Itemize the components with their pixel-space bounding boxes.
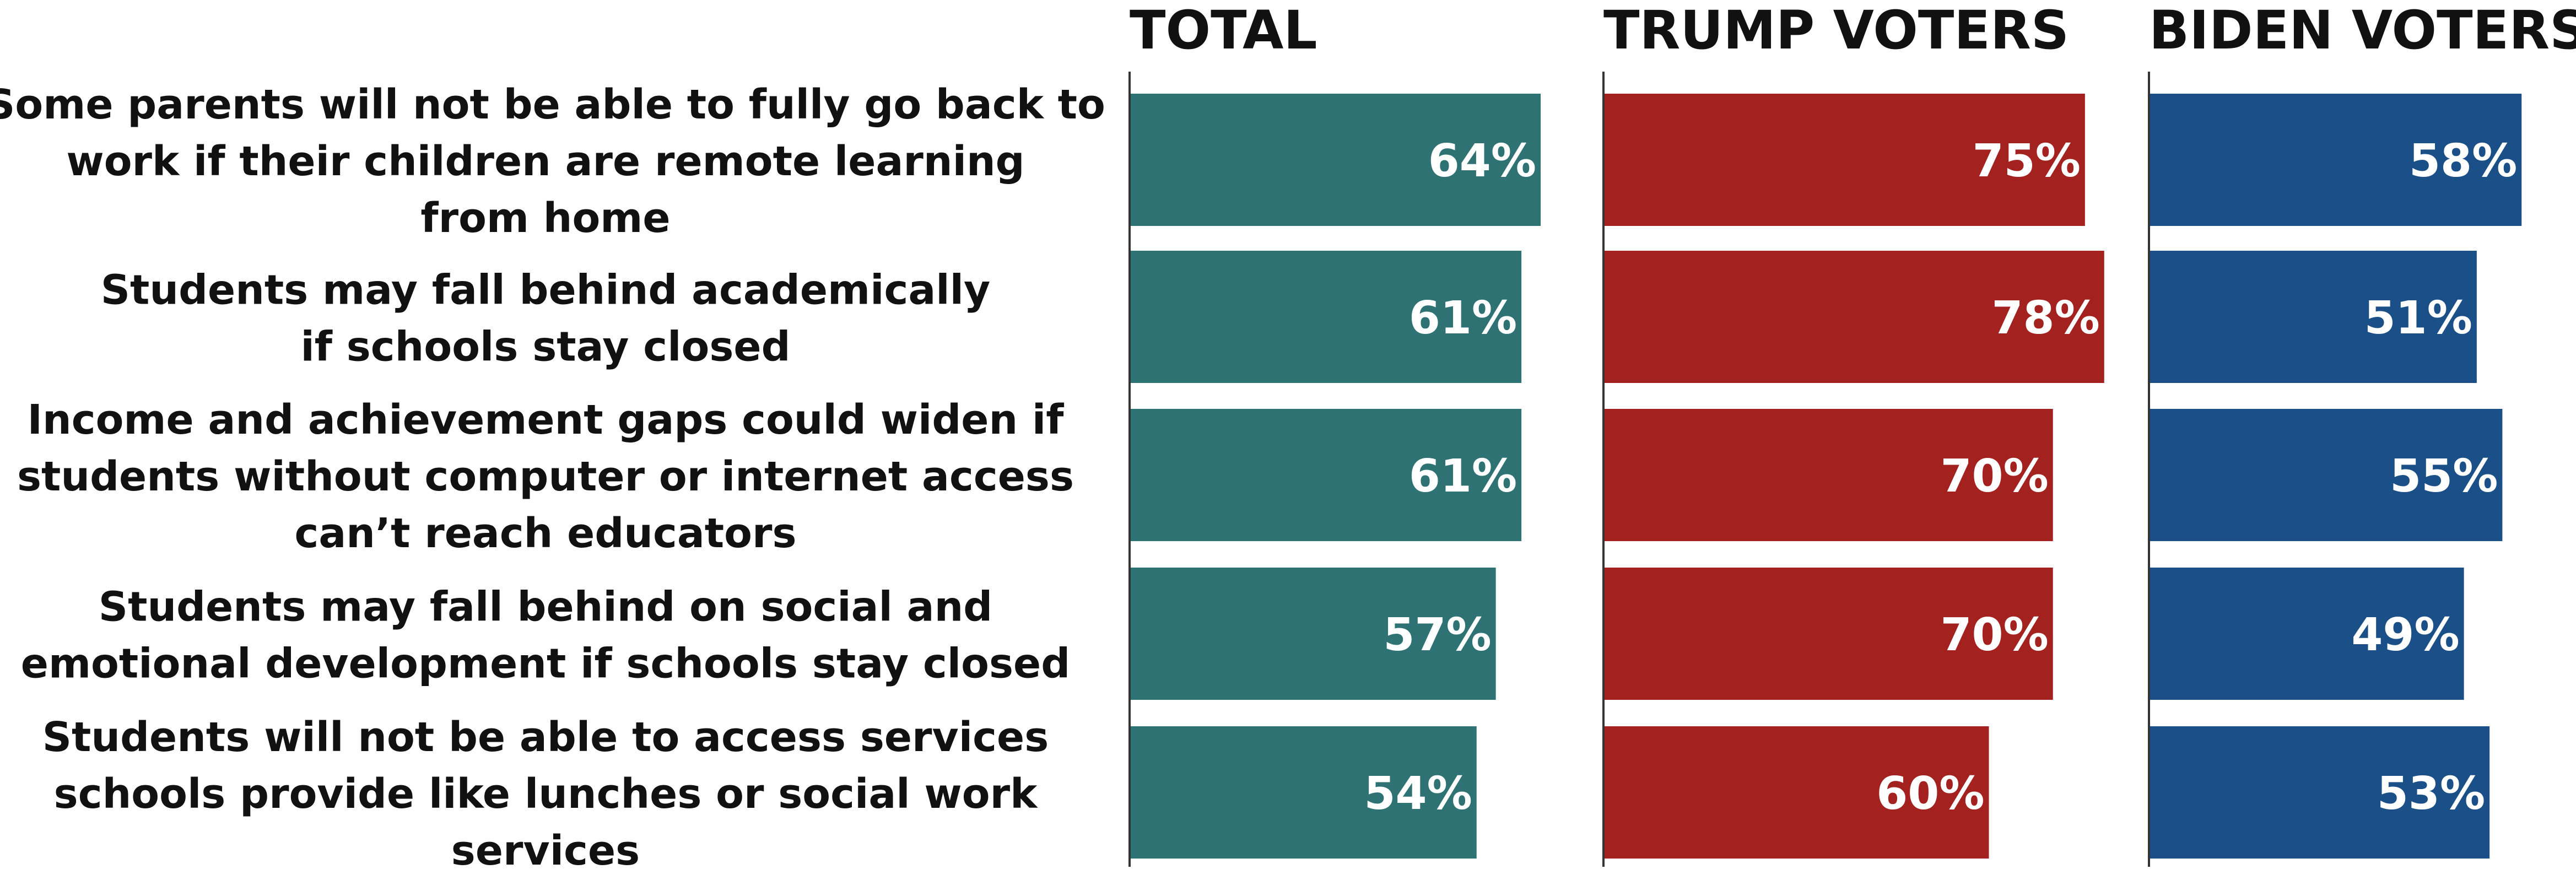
category-label: Students may fall behind on social and em…	[21, 584, 1070, 688]
bar	[1605, 409, 2053, 541]
bar	[1131, 251, 1522, 383]
category-label-line: schools provide like lunches or social w…	[54, 770, 1038, 818]
bar	[1131, 94, 1541, 226]
bar	[1131, 726, 1477, 859]
bar-value-label: 61%	[1409, 450, 1517, 503]
category-label-line: Students will not be able to access serv…	[42, 714, 1049, 761]
category-label-line: services	[451, 827, 640, 867]
bar-value-label: 64%	[1428, 135, 1536, 187]
bar-value-label: 54%	[1364, 768, 1472, 820]
panel-header: BIDEN VOTERS	[2149, 0, 2576, 61]
bar-value-label: 75%	[1973, 135, 2081, 187]
bar-value-label: 70%	[1940, 609, 2048, 661]
category-label-line: Students may fall behind on social and	[99, 584, 992, 631]
category-label-line: emotional development if schools stay cl…	[21, 640, 1070, 688]
bar	[1605, 726, 1989, 859]
bar-value-label: 58%	[2409, 135, 2517, 187]
bar-value-label: 51%	[2364, 292, 2472, 344]
bar	[1605, 94, 2085, 226]
bar	[2150, 409, 2503, 541]
category-label-line: Students may fall behind academically	[101, 267, 991, 314]
category-label: Students will not be able to access serv…	[42, 714, 1049, 867]
bar-value-label: 70%	[1940, 450, 2048, 503]
bar	[2150, 251, 2477, 383]
bar	[1605, 568, 2053, 700]
category-label-line: work if their children are remote learni…	[66, 138, 1024, 185]
bar-value-label: 53%	[2377, 768, 2485, 820]
bar	[1605, 251, 2104, 383]
category-label: Students may fall behind academically if …	[101, 267, 991, 371]
category-label-line: can’t reach educators	[294, 510, 796, 557]
category-label-line: from home	[420, 195, 670, 242]
bar-value-label: 78%	[1991, 292, 2099, 344]
category-label-line: Income and achievement gaps could widen …	[28, 396, 1065, 444]
category-label-line: students without computer or internet ac…	[17, 453, 1074, 500]
bar-value-label: 57%	[1383, 609, 1491, 661]
category-label-line: if schools stay closed	[300, 323, 790, 371]
panel-header: TOTAL	[1130, 0, 1317, 61]
category-label: Some parents will not be able to fully g…	[0, 81, 1105, 242]
bar-value-label: 61%	[1409, 292, 1517, 344]
panel-header: TRUMP VOTERS	[1603, 0, 2069, 61]
bar	[1131, 409, 1522, 541]
bar	[2150, 568, 2464, 700]
bar	[1131, 568, 1496, 700]
bar-value-label: 60%	[1876, 768, 1984, 820]
bar-value-label: 55%	[2390, 450, 2498, 503]
category-label-line: Some parents will not be able to fully g…	[0, 81, 1105, 128]
bar	[2150, 94, 2522, 226]
category-label: Income and achievement gaps could widen …	[17, 396, 1074, 557]
bar-value-label: 49%	[2351, 609, 2459, 661]
bar	[2150, 726, 2490, 859]
